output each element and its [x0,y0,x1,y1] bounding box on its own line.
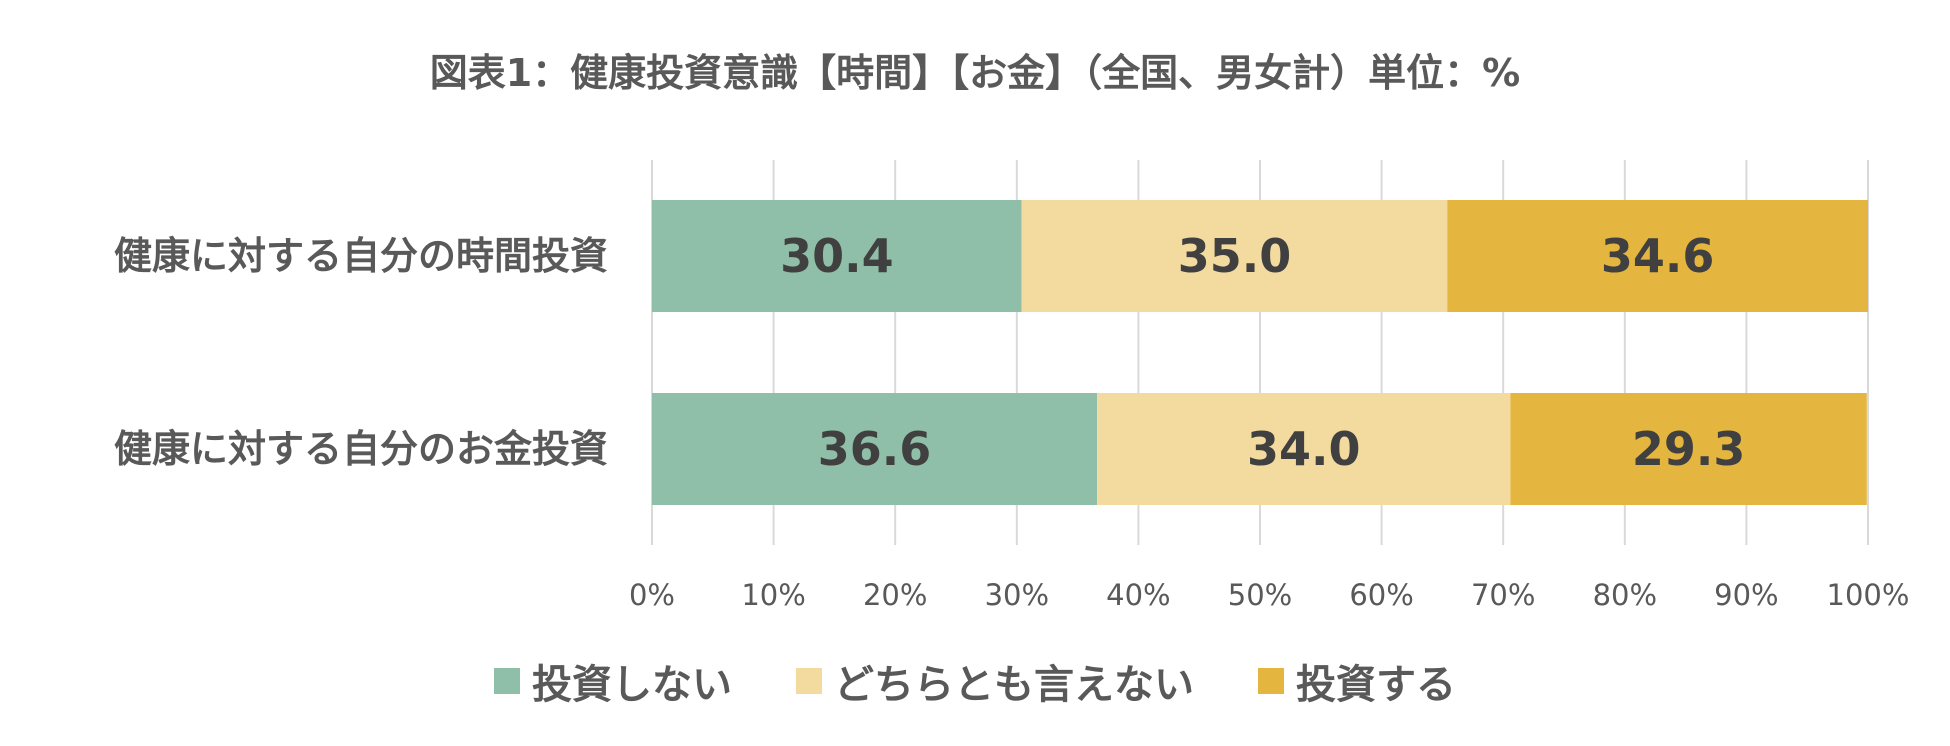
x-tick-label: 90% [1714,578,1778,612]
bar-segment [1097,393,1511,505]
bar-segment [1021,200,1448,312]
legend-swatch [494,668,520,694]
x-tick-label: 30% [985,578,1049,612]
data-label: 34.0 [1247,422,1361,476]
data-label: 35.0 [1178,229,1292,283]
data-label: 36.6 [818,422,932,476]
legend-swatch [1258,668,1284,694]
x-tick-label: 20% [863,578,927,612]
x-tick-label: 40% [1106,578,1170,612]
bar-segment [1447,200,1868,312]
legend-item: 投資する [1258,652,1456,710]
legend-label: どちらとも言えない [834,662,1194,708]
bar-segment [1510,393,1867,505]
legend: 投資しない どちらとも言えない 投資する [0,652,1950,710]
chart-title: 図表1：健康投資意識【時間】【お金】（全国、男女計）単位：% [429,51,1521,95]
x-tick-label: 100% [1827,578,1910,612]
legend-item: 投資しない [494,652,732,710]
category-label: 健康に対する自分のお金投資 [114,427,608,471]
data-label: 34.6 [1601,229,1715,283]
bars [652,200,1868,505]
x-tick-label: 50% [1228,578,1292,612]
bar-segment [652,393,1098,505]
legend-label: 投資する [1296,662,1456,708]
x-tick-label: 70% [1471,578,1535,612]
x-tick-label: 10% [741,578,805,612]
data-labels: 30.4 35.0 34.6 36.6 34.0 29.3 [780,229,1745,476]
x-tick-label: 80% [1593,578,1657,612]
legend-item: どちらとも言えない [796,652,1194,710]
legend-label: 投資しない [532,662,732,708]
x-tick-labels: 0% 10% 20% 30% 40% 50% 60% 70% 80% 90% 100% [629,578,1909,612]
x-tick-label: 0% [629,578,675,612]
data-label: 30.4 [780,229,894,283]
data-label: 29.3 [1632,422,1746,476]
legend-swatch [796,668,822,694]
x-tick-label: 60% [1349,578,1413,612]
bar-segment [652,200,1022,312]
category-label: 健康に対する自分の時間投資 [114,234,608,278]
